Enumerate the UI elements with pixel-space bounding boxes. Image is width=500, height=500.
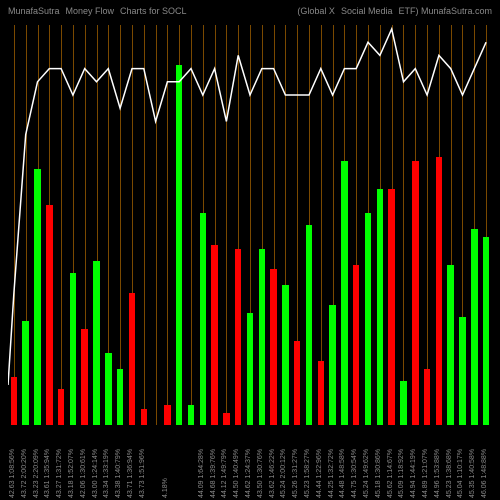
gridline [167,25,168,425]
volume-bar [164,405,170,425]
volume-bar [329,305,335,425]
volume-bar [81,329,87,425]
x-axis-label: 42.63 1:08:56% [9,449,16,498]
volume-bar [200,213,206,425]
x-axis-label: 44.89 1:21:07% [422,449,429,498]
gridline [403,25,404,425]
volume-bar [447,265,453,425]
volume-bar [176,65,182,425]
site-label: ETF) MunafaSutra.com [398,6,492,22]
x-axis-label: 43.34 1:33:19% [103,449,110,498]
x-axis-label: 43.00 1:24:14% [92,449,99,498]
volume-bar [70,273,76,425]
volume-bar [188,405,194,425]
x-axis-label: 42.06 1:30:61% [80,449,87,498]
x-axis-label: 44.50 1:40:49% [233,449,240,498]
gridline [156,25,157,425]
volume-bar [388,189,394,425]
x-axis-label: 4.18% [162,478,169,498]
x-axis-label: 43.18 1:52:07% [68,449,75,498]
x-axis-label: 43.27 1:31:72% [56,449,63,498]
x-axis-label: 43.73 1:51:96% [139,449,146,498]
x-axis-label: 45.24 2:00:12% [280,449,287,498]
volume-bar [294,341,300,425]
volume-bar [318,361,324,425]
chart-header: MunafaSutra Money Flow Charts for SOCL (… [0,6,500,22]
gridline [144,25,145,425]
x-axis-label: 45.62 1:14:67% [387,449,394,498]
header-right: (Global X Social Media ETF) MunafaSutra.… [297,6,492,22]
volume-bar [270,269,276,425]
volume-bar [353,265,359,425]
x-axis-label: 44.25 1:32:72% [328,449,335,498]
volume-bar [471,229,477,425]
volume-bar [105,353,111,425]
ticker-label: Charts for SOCL [120,6,187,22]
gridline [226,25,227,425]
volume-bar [459,317,465,425]
volume-bar [306,225,312,425]
chart-type-label: Money Flow [66,6,115,22]
x-axis-label: 44.12 1:49:79% [221,449,228,498]
volume-bar [341,161,347,425]
x-axis-label: 43.71 1:36:94% [127,449,134,498]
x-axis-label: 45.23 1:38:68% [446,449,453,498]
volume-bar [259,249,265,425]
volume-bar [22,321,28,425]
volume-bar [129,293,135,425]
x-axis-label: 44.44 1:22:96% [316,449,323,498]
volume-bar [117,369,123,425]
x-axis-label: 44.68 1:39:76% [210,449,217,498]
volume-bar [223,413,229,425]
volume-bar [34,169,40,425]
x-axis-label: 45.18 1:30:86% [375,449,382,498]
x-axis-label: 43.23 2:20:09% [33,449,40,498]
x-axis-label: 44.62 1:24:37% [245,449,252,498]
x-axis-label: 43.62 1:46:22% [269,449,276,498]
volume-bar [282,285,288,425]
header-left: MunafaSutra Money Flow Charts for SOCL [8,6,187,22]
x-axis-label: 46.06 1:48:88% [481,449,488,498]
volume-bar [412,161,418,425]
x-axis-label: 43.38 1:40:79% [115,449,122,498]
x-axis-label: 45.23 1:58:27% [304,449,311,498]
volume-bar [247,313,253,425]
volume-bar [235,249,241,425]
gridline [61,25,62,425]
volume-bar [424,369,430,425]
gridline [191,25,192,425]
brand-label: MunafaSutra [8,6,60,22]
x-axis-label: 44.96 1:53:88% [434,449,441,498]
x-axis-label: 43.50 1:30:76% [257,449,264,498]
x-axis-label: 45.26 1:31:27% [292,449,299,498]
x-axis-label: 45.09 1:18:92% [398,449,405,498]
x-axis-label: 43.61 1:35:94% [44,449,51,498]
x-axis-label: 44.48 1:48:58% [339,449,346,498]
x-axis-label: 45.24 1:49:62% [363,449,370,498]
volume-bar [46,205,52,425]
volume-bar [141,409,147,425]
x-axis-labels: 42.63 1:08:56% 43.72 2:00:20% 43.23 2:20:0… [8,427,492,500]
x-axis-label: 44.75 1:30:54% [351,449,358,498]
x-axis-label: 45.04 1:10:17% [457,449,464,498]
money-flow-chart [8,25,492,425]
gridline [120,25,121,425]
volume-bar [211,245,217,425]
volume-bar [58,389,64,425]
volume-bar [11,377,17,425]
x-axis-label: 44.09 1:64:28% [198,449,205,498]
volume-bar [436,157,442,425]
fund-label-1: (Global X [297,6,335,22]
fund-label-2: Social Media [341,6,393,22]
gridline [427,25,428,425]
volume-bar [400,381,406,425]
volume-bar [483,237,489,425]
volume-bar [377,189,383,425]
x-axis-label: 44.94 1:44:19% [410,449,417,498]
x-axis-label: 43.72 2:00:20% [21,449,28,498]
gridline [14,25,15,425]
volume-bar [93,261,99,425]
x-axis-label: 45.35 1:40:58% [469,449,476,498]
volume-bar [365,213,371,425]
